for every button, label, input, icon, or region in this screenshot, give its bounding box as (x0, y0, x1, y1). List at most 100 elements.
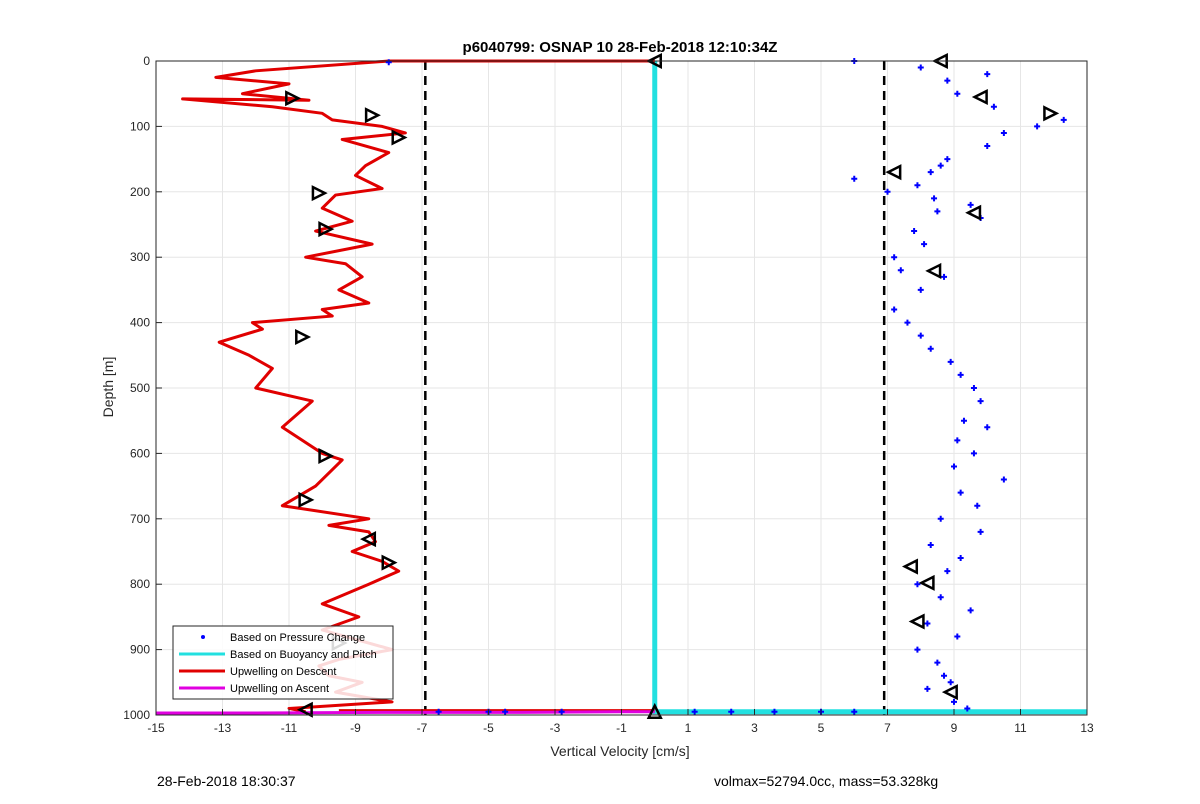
pressure-change-point (904, 319, 911, 326)
x-axis-label: Vertical Velocity [cm/s] (550, 743, 689, 759)
triangle-marker (295, 328, 312, 346)
pressure-change-point (917, 64, 924, 71)
pressure-change-point (851, 708, 858, 715)
footer-timestamp: 28-Feb-2018 18:30:37 (157, 773, 296, 789)
x-tick-label: -7 (417, 721, 428, 735)
pressure-change-point (917, 286, 924, 293)
pressure-change-point (990, 103, 997, 110)
triangle-marker (391, 129, 408, 146)
pressure-change-point (502, 708, 509, 715)
triangle-marker (925, 262, 942, 279)
pressure-change-point (944, 77, 951, 84)
pressure-change-point (921, 241, 928, 248)
x-tick-label: -3 (550, 721, 561, 735)
chart-title: p6040799: OSNAP 10 28-Feb-2018 12:10:34Z (463, 39, 778, 56)
triangle-marker (298, 491, 315, 508)
triangle-marker (965, 204, 982, 221)
legend: Based on Pressure Change Based on Buoyanc… (172, 625, 394, 700)
pressure-change-point (924, 620, 931, 627)
pressure-change-point (941, 273, 948, 280)
triangle-marker (381, 554, 398, 571)
pressure-change-point (917, 332, 924, 339)
pressure-change-point (960, 417, 967, 424)
reference-lines (424, 61, 886, 715)
pressure-change-point (1060, 116, 1067, 123)
y-tick-label: 900 (130, 643, 150, 657)
y-tick-label: 100 (130, 119, 150, 133)
triangle-marker (941, 684, 958, 701)
x-tick-label: 5 (818, 721, 825, 735)
pressure-change-point (984, 71, 991, 78)
triangle-marker (971, 88, 988, 105)
x-tick-label: 13 (1080, 721, 1094, 735)
x-tick-label: 3 (751, 721, 758, 735)
triangle-marker (285, 90, 302, 107)
pressure-change-point (897, 267, 904, 274)
triangle-marker (311, 185, 328, 202)
triangle-marker (1043, 105, 1060, 122)
pressure-change-point (927, 541, 934, 548)
x-tick-label: 11 (1014, 721, 1027, 735)
y-tick-label: 500 (130, 381, 150, 395)
pressure-change-point (927, 345, 934, 352)
triangle-markers (285, 52, 1060, 719)
pressure-change-point (937, 594, 944, 601)
pressure-change-point (924, 685, 931, 692)
y-tick-label: 300 (130, 250, 150, 264)
pressure-change-point (947, 358, 954, 365)
x-tick-label: -9 (350, 721, 361, 735)
x-tick-label: -15 (147, 721, 165, 735)
y-tick-label: 700 (130, 512, 150, 526)
pressure-change-point (914, 182, 921, 189)
pressure-change-point (967, 607, 974, 614)
triangle-marker (318, 447, 335, 465)
pressure-change-point (1000, 476, 1007, 483)
triangle-marker (360, 531, 377, 548)
pressure-change-point (954, 90, 961, 97)
pressure-change-point (911, 228, 918, 235)
legend-swatch (201, 635, 205, 639)
pressure-change-point (558, 708, 565, 715)
x-tick-label: -11 (281, 721, 298, 735)
pressure-change-point (984, 143, 991, 150)
pressure-change-point (957, 489, 964, 496)
pressure-change-point (1000, 129, 1007, 136)
triangle-marker (318, 221, 335, 238)
pressure-change-point (974, 502, 981, 509)
triangle-marker (296, 701, 313, 718)
pressure-change-point (957, 555, 964, 562)
pressure-change-point (385, 59, 392, 66)
pressure-change-point (954, 633, 961, 640)
pressure-change-point (884, 188, 891, 195)
triangle-marker (908, 613, 925, 630)
pressure-change-point (771, 708, 778, 715)
y-tick-label: 600 (130, 446, 150, 460)
triangle-marker (646, 702, 663, 719)
y-axis-label: Depth [m] (100, 357, 116, 418)
pressure-change-point (984, 424, 991, 431)
pressure-change-point (934, 208, 941, 215)
pressure-change-point (944, 568, 951, 575)
pressure-change-point (977, 528, 984, 535)
pressure-change-point (435, 708, 442, 715)
x-tick-label: -13 (214, 721, 232, 735)
legend-label: Upwelling on Ascent (230, 683, 329, 695)
pressure-change-point (954, 437, 961, 444)
pressure-change-point (957, 371, 964, 378)
pressure-change-point (891, 306, 898, 313)
pressure-change-point (944, 156, 951, 163)
pressure-change-point (977, 398, 984, 405)
pressure-change-point (1034, 123, 1041, 130)
pressure-change-point (914, 646, 921, 653)
y-tick-label: 0 (143, 54, 150, 68)
series-upwelling-descent-line (181, 59, 407, 714)
pressure-change-point (931, 195, 938, 202)
pressure-change-point (964, 705, 971, 712)
pressure-change-point (970, 450, 977, 457)
pressure-change-point (947, 679, 954, 686)
triangle-marker (901, 558, 919, 575)
y-tick-label: 1000 (123, 708, 150, 722)
pressure-change-point (891, 254, 898, 261)
legend-label: Based on Buoyancy and Pitch (230, 649, 377, 661)
